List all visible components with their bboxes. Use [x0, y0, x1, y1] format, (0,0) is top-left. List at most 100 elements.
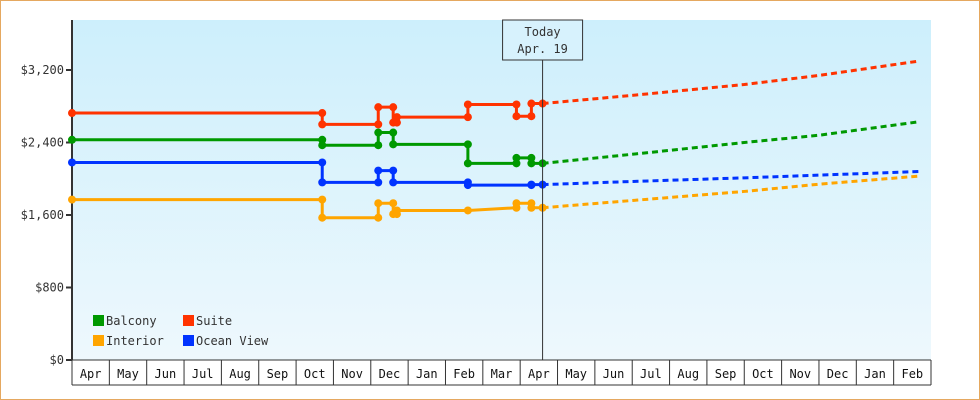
data-point[interactable]: [389, 199, 398, 208]
data-point[interactable]: [68, 195, 76, 204]
month-label: Aug: [229, 367, 251, 381]
month-label: May: [117, 367, 139, 381]
data-point[interactable]: [374, 199, 383, 208]
month-label: Sep: [715, 367, 737, 381]
plot-area: [72, 20, 931, 360]
data-point[interactable]: [389, 103, 398, 112]
today-box: [502, 19, 584, 61]
data-point[interactable]: [318, 109, 327, 118]
legend: Balcony Suite Interior Ocean View: [93, 314, 269, 348]
data-point[interactable]: [463, 181, 472, 190]
data-point[interactable]: [512, 100, 521, 109]
series-suite: [68, 59, 921, 129]
month-label: Feb: [901, 367, 923, 381]
forecast-line: [542, 59, 921, 106]
data-point[interactable]: [318, 178, 327, 187]
series-layer: [68, 59, 921, 222]
today-label: Today: [525, 25, 561, 39]
data-point[interactable]: [374, 103, 383, 112]
month-label: Nov: [789, 367, 811, 381]
data-point[interactable]: [527, 159, 536, 168]
month-label: Nov: [341, 367, 363, 381]
data-point[interactable]: [318, 141, 327, 150]
series-interior: [68, 174, 920, 222]
data-point[interactable]: [68, 158, 76, 167]
x-axis: Apr May Jun Jul Aug Sep Oct Nov Dec Jan Feb Mar Apr M…: [71, 359, 932, 386]
y-tick-label: $800: [35, 281, 64, 295]
month-label: Mar: [491, 367, 513, 381]
data-point[interactable]: [512, 153, 521, 162]
series-ocean-view: [68, 158, 920, 190]
data-point[interactable]: [463, 159, 472, 168]
data-point[interactable]: [463, 140, 472, 149]
data-point[interactable]: [68, 109, 76, 118]
data-point[interactable]: [374, 128, 383, 137]
forecast-line: [542, 174, 920, 210]
legend-swatch: [93, 335, 104, 346]
data-point[interactable]: [318, 120, 327, 129]
month-label: Jan: [864, 367, 886, 381]
data-point[interactable]: [318, 213, 327, 222]
data-point[interactable]: [527, 180, 536, 189]
legend-swatch: [183, 315, 194, 326]
legend-label: Suite: [196, 314, 232, 328]
data-point[interactable]: [389, 178, 398, 187]
data-point[interactable]: [318, 195, 327, 204]
data-point[interactable]: [374, 141, 383, 150]
month-label: Feb: [453, 367, 475, 381]
forecast-line: [542, 170, 920, 187]
legend-item-interior[interactable]: Interior: [93, 334, 164, 348]
data-point[interactable]: [512, 112, 521, 121]
data-point[interactable]: [527, 99, 536, 108]
y-tick-label: $1,600: [21, 208, 64, 222]
data-point[interactable]: [318, 158, 327, 167]
data-point[interactable]: [374, 166, 383, 175]
y-tick-label: $3,200: [21, 63, 64, 77]
month-label: Jul: [640, 367, 662, 381]
month-label: Sep: [267, 367, 289, 381]
y-axis: $0 $800 $1,600 $2,400 $3,200: [21, 20, 73, 367]
data-point[interactable]: [374, 120, 383, 129]
today-marker: Today Apr. 19: [502, 19, 584, 360]
today-date: Apr. 19: [517, 42, 568, 56]
month-label: Oct: [752, 367, 774, 381]
legend-swatch: [93, 315, 104, 326]
month-label: Jul: [192, 367, 214, 381]
month-label: Oct: [304, 367, 326, 381]
y-tick-label: $0: [50, 353, 64, 367]
month-label: Jun: [603, 367, 625, 381]
data-point[interactable]: [389, 166, 398, 175]
month-label: Dec: [379, 367, 401, 381]
data-point[interactable]: [68, 135, 76, 144]
month-label: Apr: [528, 367, 550, 381]
data-point[interactable]: [527, 112, 536, 121]
month-label: May: [565, 367, 587, 381]
legend-label: Ocean View: [196, 334, 269, 348]
legend-label: Balcony: [106, 314, 157, 328]
data-point[interactable]: [392, 113, 401, 122]
legend-swatch: [183, 335, 194, 346]
forecast-line: [542, 120, 920, 165]
data-point[interactable]: [374, 213, 383, 222]
data-point[interactable]: [463, 206, 472, 215]
month-label: Dec: [827, 367, 849, 381]
month-label: Apr: [80, 367, 102, 381]
data-point[interactable]: [512, 199, 521, 208]
data-point[interactable]: [527, 203, 536, 212]
y-tick-label: $2,400: [21, 136, 64, 150]
legend-label: Interior: [106, 334, 164, 348]
data-point[interactable]: [392, 206, 401, 215]
legend-item-suite[interactable]: Suite: [183, 314, 232, 328]
data-point[interactable]: [389, 128, 398, 137]
data-point[interactable]: [389, 140, 398, 149]
series-balcony: [68, 120, 920, 168]
data-point[interactable]: [463, 100, 472, 109]
month-label: Aug: [677, 367, 699, 381]
legend-item-balcony[interactable]: Balcony: [93, 314, 157, 328]
month-label: Jan: [416, 367, 438, 381]
month-label: Jun: [155, 367, 177, 381]
data-point[interactable]: [463, 113, 472, 122]
data-point[interactable]: [374, 178, 383, 187]
legend-item-ocean-view[interactable]: Ocean View: [183, 334, 269, 348]
